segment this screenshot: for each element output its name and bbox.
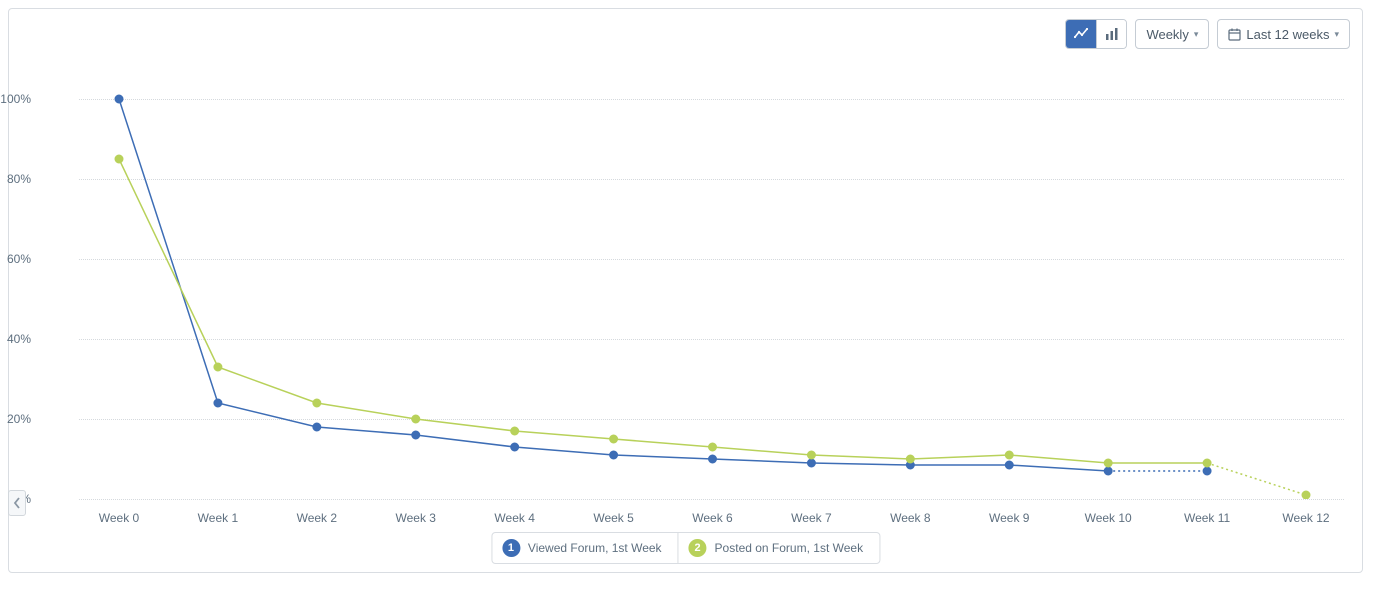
x-tick-label: Week 4 [494,511,534,525]
series-line-dashed [1207,463,1306,495]
x-tick-label: Week 8 [890,511,930,525]
chart-legend: 1 Viewed Forum, 1st Week 2 Posted on Forum,… [491,532,880,564]
y-tick-label: 100% [0,92,31,106]
calendar-icon [1228,28,1241,41]
period-label: Weekly [1146,27,1188,42]
x-tick-label: Week 6 [692,511,732,525]
data-point[interactable] [1005,451,1013,459]
legend-badge: 1 [502,539,520,557]
chart-panel: Weekly ▾ Last 12 weeks ▾ 0%20%40%60%80%1… [8,8,1363,573]
data-point[interactable] [1203,459,1211,467]
x-tick-label: Week 12 [1282,511,1329,525]
chart-type-toggle [1065,19,1127,49]
data-point[interactable] [511,427,519,435]
legend-item[interactable]: 2 Posted on Forum, 1st Week [678,533,880,563]
data-point[interactable] [906,455,914,463]
data-point[interactable] [412,415,420,423]
x-tick-label: Week 2 [297,511,337,525]
date-range-dropdown[interactable]: Last 12 weeks ▾ [1217,19,1350,49]
legend-label: Posted on Forum, 1st Week [715,541,864,555]
bar-chart-button[interactable] [1096,20,1126,48]
data-point[interactable] [709,455,717,463]
period-dropdown[interactable]: Weekly ▾ [1135,19,1209,49]
y-tick-label: 40% [0,332,31,346]
legend-label: Viewed Forum, 1st Week [528,541,662,555]
data-point[interactable] [1302,491,1310,499]
data-point[interactable] [115,155,123,163]
y-tick-label: 20% [0,412,31,426]
legend-item[interactable]: 1 Viewed Forum, 1st Week [492,533,678,563]
x-tick-label: Week 0 [99,511,139,525]
chart-area: 0%20%40%60%80%100% Week 0Week 1Week 2Wee… [31,79,1344,499]
x-tick-label: Week 1 [198,511,238,525]
x-tick-label: Week 7 [791,511,831,525]
bar-chart-icon [1105,28,1119,40]
data-point[interactable] [214,363,222,371]
x-tick-label: Week 5 [593,511,633,525]
data-point[interactable] [313,423,321,431]
chevron-left-icon [13,497,21,509]
legend-badge: 2 [689,539,707,557]
x-tick-label: Week 11 [1184,511,1230,525]
date-range-label: Last 12 weeks [1246,27,1329,42]
data-point[interactable] [709,443,717,451]
chart-toolbar: Weekly ▾ Last 12 weeks ▾ [1065,19,1350,49]
data-point[interactable] [1203,467,1211,475]
data-point[interactable] [214,399,222,407]
y-tick-label: 60% [0,252,31,266]
data-point[interactable] [610,451,618,459]
prev-page-button[interactable] [8,490,26,516]
data-point[interactable] [807,459,815,467]
x-tick-label: Week 10 [1085,511,1132,525]
data-point[interactable] [115,95,123,103]
series-line [119,99,1108,471]
data-point[interactable] [807,451,815,459]
data-point[interactable] [511,443,519,451]
data-point[interactable] [1104,467,1112,475]
series-line [119,159,1207,463]
gridline [79,499,1344,500]
chevron-down-icon: ▾ [1334,29,1339,40]
x-tick-label: Week 3 [396,511,436,525]
data-point[interactable] [610,435,618,443]
data-point[interactable] [412,431,420,439]
line-chart-icon [1074,28,1088,40]
line-chart-button[interactable] [1066,20,1096,48]
chevron-down-icon: ▾ [1194,29,1199,40]
data-point[interactable] [1005,461,1013,469]
chart-plot [79,79,1346,499]
y-tick-label: 80% [0,172,31,186]
data-point[interactable] [313,399,321,407]
x-tick-label: Week 9 [989,511,1029,525]
data-point[interactable] [1104,459,1112,467]
